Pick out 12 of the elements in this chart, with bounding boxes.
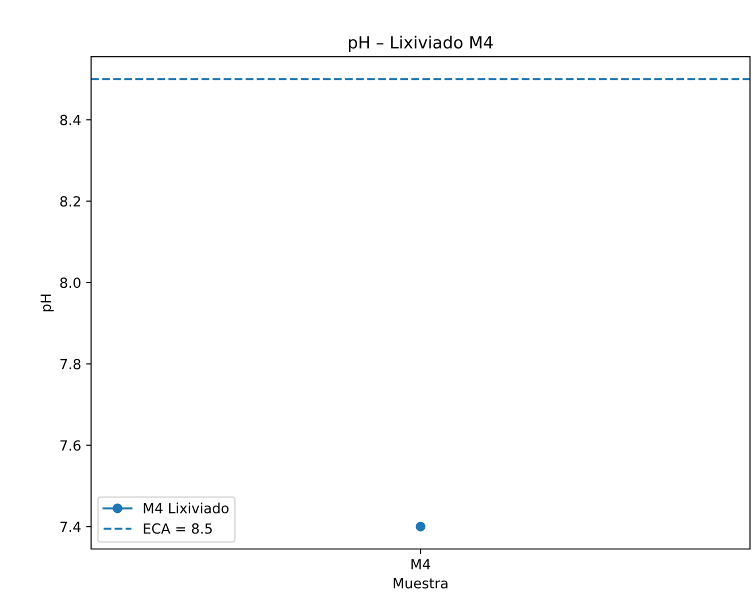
legend-label: M4 Lixiviado — [144, 502, 229, 514]
y-tick-label: 7.6 — [60, 440, 81, 451]
y-tick-label: 8.2 — [60, 196, 80, 207]
y-tick-label: 8.4 — [60, 114, 81, 126]
y-tick-label: 7.4 — [60, 522, 81, 532]
legend-label: ECA = 8.5 — [144, 523, 212, 534]
x-axis-title: Muestra — [394, 578, 448, 588]
x-tick-label: M4 — [412, 559, 430, 570]
y-tick-label: 8.0 — [60, 277, 80, 288]
y-axis-title: pH — [40, 294, 54, 312]
chart-title: pH – Lixiviado M4 — [348, 36, 493, 52]
y-tick-label: 7.8 — [60, 358, 80, 370]
